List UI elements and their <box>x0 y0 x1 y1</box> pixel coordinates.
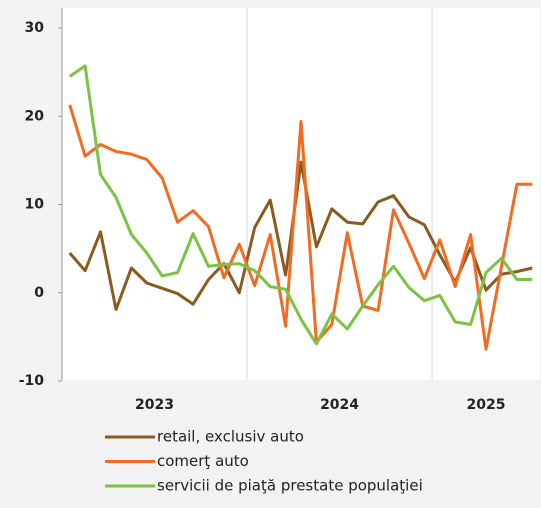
legend-label: retail, exclusiv auto <box>157 428 304 446</box>
y-tick-label: 20 <box>25 108 45 124</box>
x-tick-label: 2024 <box>320 397 359 413</box>
legend-label: comerţ auto <box>157 452 249 470</box>
legend-label: servicii de piaţă prestate populaţiei <box>157 477 423 495</box>
x-tick-label: 2025 <box>467 397 506 413</box>
y-tick-label: 30 <box>25 20 45 36</box>
series-line <box>68 64 533 346</box>
y-tick-label: 0 <box>34 285 44 301</box>
series-line <box>68 104 533 351</box>
y-tick-label: -10 <box>19 373 45 389</box>
y-tick-label: 10 <box>25 197 45 213</box>
x-tick-label: 2023 <box>135 397 174 413</box>
